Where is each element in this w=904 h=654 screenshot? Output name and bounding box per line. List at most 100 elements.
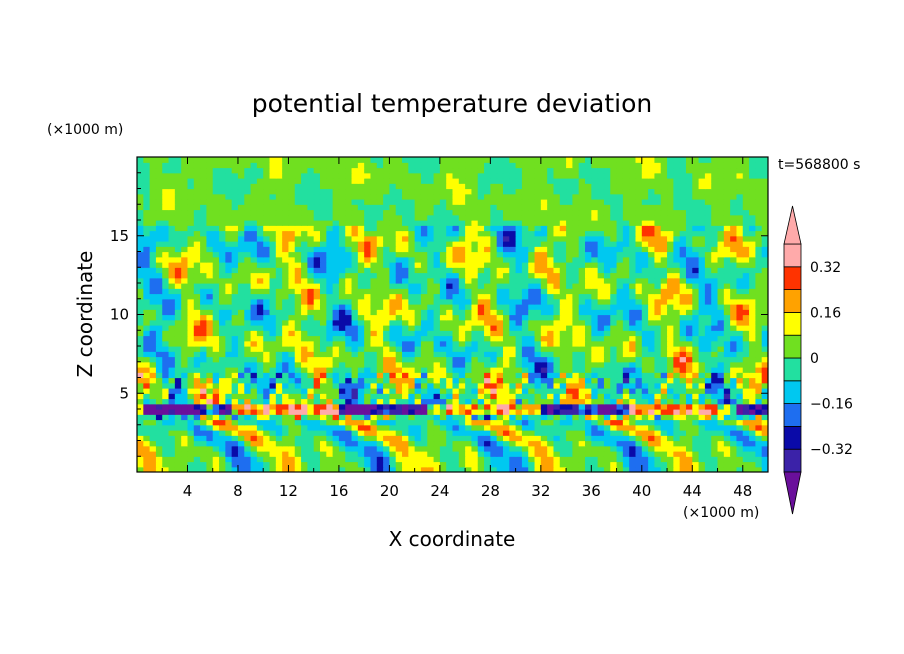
heatmap-cell [452,388,460,394]
heatmap-cell [736,361,744,368]
heatmap-cell [307,351,315,358]
heatmap-cell [357,209,365,216]
heatmap-cell [635,293,643,300]
heatmap-cell [301,340,308,347]
heatmap-cell [383,346,390,352]
heatmap-cell [603,419,611,426]
heatmap-cell [717,230,725,237]
heatmap-cell [660,351,668,358]
heatmap-cell [168,445,176,452]
heatmap-cell [446,314,454,321]
heatmap-cell [610,209,618,216]
heatmap-cell [351,414,359,421]
heatmap-cell [395,340,403,347]
heatmap-cell [149,298,157,305]
heatmap-cell [326,214,334,221]
heatmap-cell [250,246,258,253]
heatmap-cell [502,403,510,410]
heatmap-cell [143,293,151,300]
heatmap-cell [465,382,473,389]
heatmap-cell [149,267,157,274]
heatmap-cell [490,445,498,452]
heatmap-cell [370,293,378,300]
heatmap-cell [364,335,372,342]
heatmap-cell [174,277,182,284]
heatmap-cell [288,398,296,405]
heatmap-cell [244,225,252,232]
heatmap-cell [496,440,504,447]
heatmap-cell [572,272,580,279]
heatmap-cell [622,440,630,447]
heatmap-cell [540,377,548,384]
heatmap-cell [723,314,731,321]
heatmap-cell [212,225,220,232]
heatmap-cell [629,235,637,242]
heatmap-cell [319,262,327,268]
heatmap-cell [149,398,157,405]
heatmap-cell [692,398,700,405]
heatmap-cell [439,230,447,237]
heatmap-cell [723,456,731,463]
heatmap-cell [402,382,409,389]
heatmap-cell [162,262,170,268]
heatmap-cell [168,314,176,321]
heatmap-cell [755,393,763,400]
heatmap-cell [452,277,460,284]
heatmap-cell [458,398,466,405]
heatmap-cell [162,309,170,316]
heatmap-cell [730,230,738,237]
heatmap-cell [326,409,334,415]
heatmap-cell [755,430,763,436]
heatmap-cell [256,372,264,379]
heatmap-cell [275,461,283,468]
heatmap-cell [698,377,706,384]
heatmap-cell [717,430,725,436]
heatmap-cell [742,414,750,421]
heatmap-cell [294,456,302,463]
heatmap-cell [288,440,296,447]
heatmap-cell [667,225,674,232]
heatmap-cell [326,314,334,321]
heatmap-cell [282,335,290,342]
heatmap-cell [345,251,353,258]
heatmap-cell [357,246,365,253]
heatmap-cell [648,340,656,347]
heatmap-cell [389,335,397,342]
heatmap-cell [420,304,428,310]
heatmap-cell [137,335,144,342]
heatmap-cell [137,424,144,431]
heatmap-cell [225,262,233,268]
heatmap-cell [559,230,567,237]
heatmap-cell [502,246,510,253]
heatmap-cell [414,435,422,442]
heatmap-cell [345,267,353,274]
heatmap-cell [717,382,725,389]
heatmap-cell [149,346,157,352]
heatmap-cell [137,225,144,232]
heatmap-cell [370,335,378,342]
heatmap-cell [761,356,768,363]
heatmap-cell [219,209,226,216]
heatmap-cell [484,330,491,337]
heatmap-cell [490,340,498,347]
heatmap-cell [761,440,768,447]
heatmap-cell [553,340,561,347]
heatmap-cell [212,277,220,284]
heatmap-cell [572,414,580,421]
heatmap-cell [603,298,611,305]
heatmap-cell [162,251,170,258]
heatmap-cell [326,419,334,426]
heatmap-cell [471,230,479,237]
heatmap-cell [585,262,592,268]
heatmap-cell [679,288,687,295]
heatmap-cell [597,309,605,316]
heatmap-cell [319,351,327,358]
heatmap-cell [490,304,498,310]
heatmap-cell [534,298,542,305]
heatmap-cell [212,445,220,452]
heatmap-cell [212,325,220,331]
heatmap-cell [244,272,252,279]
heatmap-cell [496,445,504,452]
heatmap-cell [641,288,649,295]
heatmap-cell [244,283,252,289]
